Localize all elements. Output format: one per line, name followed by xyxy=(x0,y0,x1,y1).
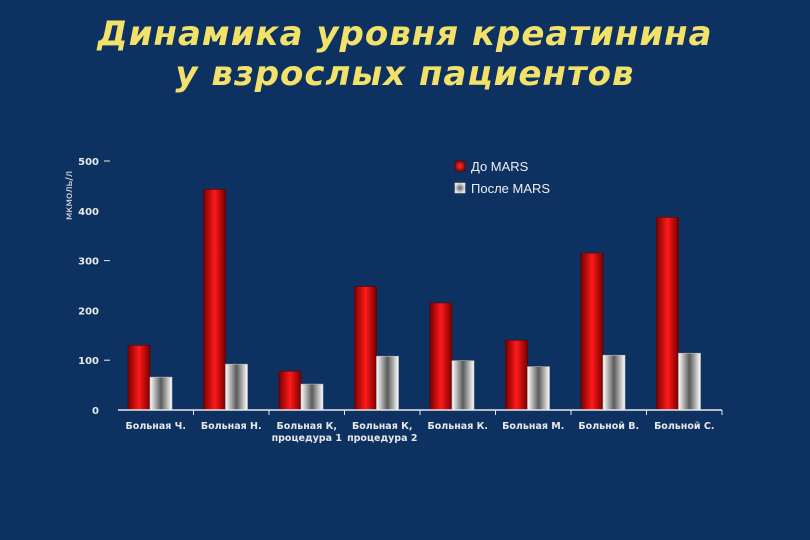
x-category-label: Больная Н. xyxy=(201,421,262,432)
bar-before-mars xyxy=(580,252,604,411)
bars-group xyxy=(127,189,701,411)
bar-before-mars xyxy=(203,189,226,411)
legend-swatch-after xyxy=(454,182,466,194)
y-tick-label: 500 xyxy=(78,157,99,168)
legend-swatch-before xyxy=(454,160,466,172)
title-line-1: Динамика уровня креатинина xyxy=(97,14,713,54)
bar-before-mars xyxy=(354,286,377,411)
y-tick-label: 400 xyxy=(78,207,99,218)
bar-after-mars xyxy=(602,354,626,411)
y-tick-label: 0 xyxy=(92,406,99,417)
bar-after-mars xyxy=(300,383,324,411)
bar-before-mars xyxy=(505,339,528,411)
legend: До MARS После MARS xyxy=(454,159,550,196)
bar-before-mars xyxy=(656,216,679,411)
bar-after-mars xyxy=(527,366,550,411)
bar-after-mars xyxy=(225,363,248,411)
bar-after-mars xyxy=(149,376,173,411)
x-category-label: процедура 2 xyxy=(347,433,417,444)
bar-before-mars xyxy=(429,302,453,411)
legend-label: После MARS xyxy=(471,181,550,196)
bar-before-mars xyxy=(278,370,302,411)
x-category-label: Больная К, xyxy=(352,421,413,432)
bar-before-mars xyxy=(127,344,151,411)
x-category-label: Больная К. xyxy=(428,421,489,432)
x-category-label: процедура 1 xyxy=(272,433,342,444)
x-category-label: Больная М. xyxy=(502,421,564,432)
y-tick-label: 200 xyxy=(78,306,99,317)
title-line-2: у взрослых пациентов xyxy=(175,54,635,94)
bar-after-mars xyxy=(678,352,701,411)
x-category-label: Больная Ч. xyxy=(126,421,186,432)
y-tick-label: 300 xyxy=(78,257,99,268)
x-category-label: Больной В. xyxy=(578,421,639,432)
legend-label: До MARS xyxy=(471,159,529,174)
chart-title: Динамика уровня креатинина у взрослых па… xyxy=(0,14,810,94)
x-category-label: Больной С. xyxy=(654,421,714,432)
y-axis-label: мкмоль/л xyxy=(64,171,75,220)
x-axis: Больная Ч. Больная Н. Больная К,процедура … xyxy=(118,409,723,444)
y-tick-label: 100 xyxy=(78,356,99,367)
bar-after-mars xyxy=(376,355,399,411)
bar-after-mars xyxy=(451,360,475,411)
x-category-label: Больная К, xyxy=(277,421,338,432)
